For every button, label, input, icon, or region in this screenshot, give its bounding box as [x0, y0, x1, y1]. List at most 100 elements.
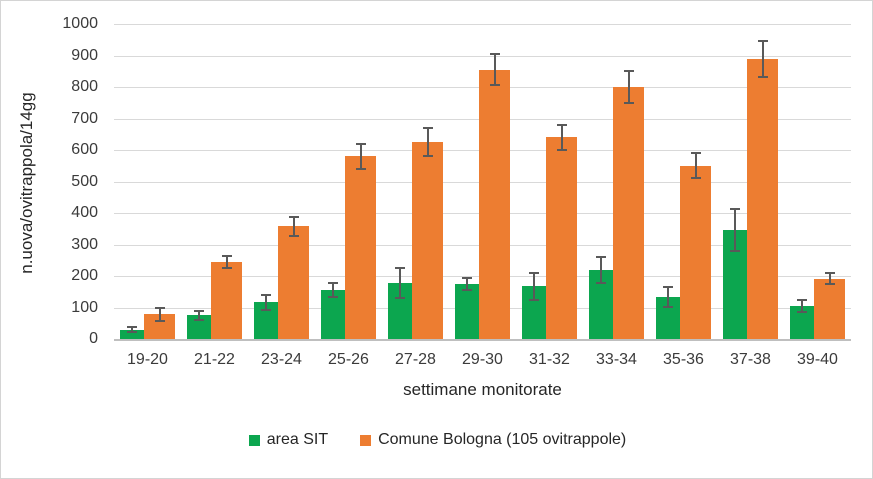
y-axis-tick-labels: 0 100 200 300 400 500 600 700 800 900 1000	[1, 1, 98, 478]
x-tick-label-39-40: 39-40	[797, 351, 838, 368]
error-bar-part	[489, 53, 500, 55]
error-bar-part	[395, 297, 405, 300]
error-bar-part	[493, 53, 496, 87]
y-tick-label-500: 500	[71, 172, 98, 190]
gridline-900	[114, 55, 851, 57]
y-tick-label-200: 200	[71, 267, 98, 284]
bar-comune-bologna-27-28	[412, 142, 443, 339]
error-bar-area-sit-29-30	[462, 276, 472, 292]
error-bar-part	[560, 124, 563, 151]
error-bar-comune-bologna-37-38	[757, 39, 768, 78]
x-tick-label-29-30: 29-30	[462, 351, 503, 368]
error-bar-part	[355, 143, 366, 146]
y-tick-label-900: 900	[71, 46, 98, 64]
error-bar-part	[797, 310, 807, 313]
bar-comune-bologna-39-40	[814, 278, 845, 339]
error-bar-part	[529, 272, 539, 275]
error-bar-part	[154, 307, 165, 310]
bar-group-19-20	[114, 24, 181, 339]
error-bar-comune-bologna-27-28	[422, 127, 433, 157]
x-tick-label-31-32: 31-32	[529, 351, 570, 368]
error-bar-comune-bologna-23-24	[288, 215, 299, 237]
error-bar-part	[221, 266, 232, 269]
error-bar-area-sit-19-20	[127, 325, 137, 334]
error-bar-part	[355, 167, 366, 170]
y-tick-label-600: 600	[71, 141, 98, 158]
error-bar-area-sit-35-36	[663, 286, 673, 308]
error-bar-comune-bologna-29-30	[489, 53, 500, 87]
y-tick-label-0: 0	[89, 330, 98, 347]
error-bar-part	[131, 325, 133, 334]
error-bar-part	[623, 69, 634, 72]
error-bar-part	[154, 319, 165, 322]
error-bar-part	[261, 308, 271, 311]
bar-comune-bologna-31-32	[546, 137, 577, 339]
legend-item-area-sit: area SIT	[248, 431, 328, 449]
bar-group-29-30	[449, 24, 516, 339]
bar-group-23-24	[248, 24, 315, 339]
error-bar-part	[667, 286, 669, 308]
error-bar-part	[734, 208, 736, 253]
error-bar-part	[663, 286, 673, 289]
error-bar-part	[489, 84, 500, 87]
bar-group-37-38	[717, 24, 784, 339]
error-bar-comune-bologna-39-40	[824, 272, 835, 285]
error-bar-part	[694, 152, 697, 180]
error-bar-part	[426, 127, 429, 157]
error-bar-part	[127, 325, 137, 328]
bar-comune-bologna-35-36	[680, 165, 711, 339]
error-bar-part	[265, 293, 267, 311]
error-bar-part	[158, 307, 161, 322]
error-bar-part	[663, 305, 673, 308]
error-bar-part	[824, 282, 835, 285]
error-bar-part	[399, 266, 401, 300]
bar-comune-bologna-33-34	[613, 87, 644, 339]
error-bar-part	[194, 318, 204, 321]
error-bar-part	[198, 310, 200, 321]
bar-area-sit-19-20	[120, 329, 144, 339]
error-bar-part	[328, 282, 338, 285]
error-bar-part	[556, 148, 567, 151]
x-tick-label-21-22: 21-22	[194, 351, 235, 368]
error-bar-part	[824, 272, 835, 275]
x-tick-label-25-26: 25-26	[328, 351, 369, 368]
error-bar-comune-bologna-31-32	[556, 124, 567, 151]
x-tick-label-27-28: 27-28	[395, 351, 436, 368]
bar-comune-bologna-37-38	[747, 58, 778, 339]
y-tick-label-100: 100	[71, 298, 98, 316]
error-bar-part	[556, 124, 567, 127]
error-bar-part	[600, 255, 602, 284]
error-bar-area-sit-33-34	[596, 255, 606, 284]
error-bar-part	[730, 208, 740, 211]
bar-group-39-40	[784, 24, 851, 339]
chart-legend: area SIT Comune Bologna (105 ovitrappole…	[1, 431, 872, 449]
legend-item-comune-bologna: Comune Bologna (105 ovitrappole)	[360, 431, 626, 449]
legend-label-comune-bologna: Comune Bologna (105 ovitrappole)	[378, 431, 627, 448]
error-bar-comune-bologna-33-34	[623, 69, 634, 105]
error-bar-part	[529, 298, 539, 301]
error-bar-part	[328, 296, 338, 299]
bar-comune-bologna-29-30	[479, 69, 510, 339]
bar-group-27-28	[382, 24, 449, 339]
error-bar-part	[422, 154, 433, 157]
bar-area-sit-29-30	[455, 283, 479, 339]
error-bar-part	[596, 281, 606, 284]
bar-group-31-32	[516, 24, 583, 339]
error-bar-part	[422, 127, 433, 130]
error-bar-part	[828, 272, 831, 285]
error-bar-part	[757, 39, 768, 42]
error-bar-part	[761, 39, 764, 78]
bar-group-21-22	[181, 24, 248, 339]
error-bar-comune-bologna-35-36	[690, 152, 701, 180]
error-bar-area-sit-27-28	[395, 266, 405, 300]
bar-comune-bologna-21-22	[211, 261, 242, 339]
error-bar-part	[292, 215, 295, 237]
error-bar-part	[596, 255, 606, 258]
x-tick-label-37-38: 37-38	[730, 351, 771, 368]
error-bar-comune-bologna-25-26	[355, 143, 366, 170]
error-bar-area-sit-31-32	[529, 272, 539, 301]
error-bar-part	[462, 276, 472, 279]
x-tick-label-23-24: 23-24	[261, 351, 302, 368]
